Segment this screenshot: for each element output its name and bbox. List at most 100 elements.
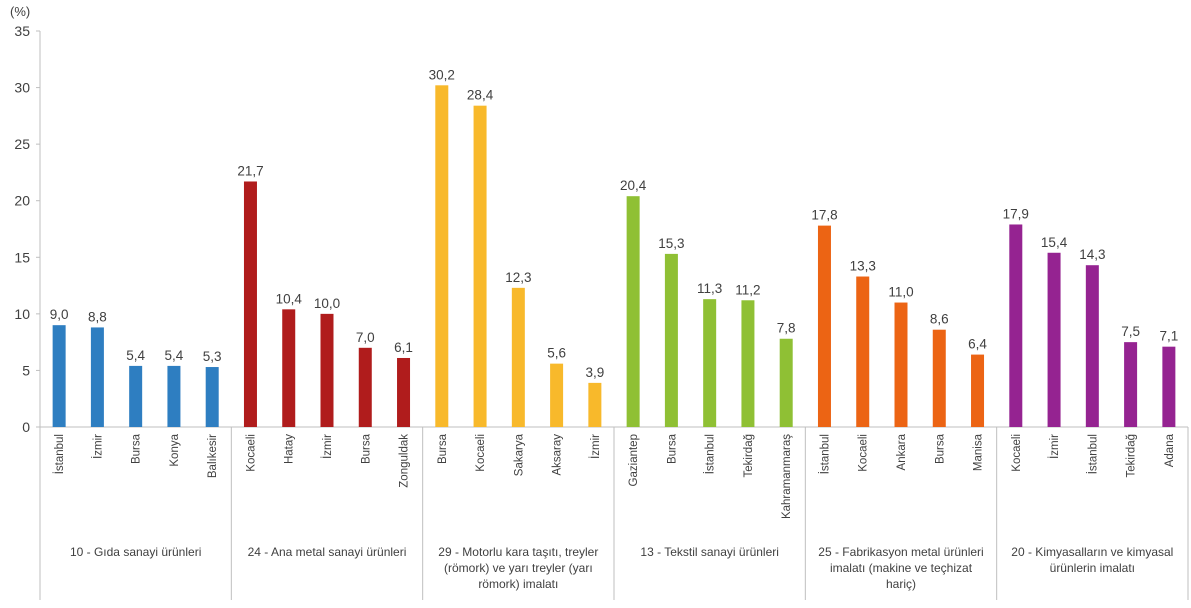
group-label: imalatı (makine ve teçhizat xyxy=(830,561,973,575)
bar xyxy=(664,253,678,427)
y-tick-label: 30 xyxy=(14,80,30,96)
category-label: Aksaray xyxy=(552,434,564,476)
data-label: 7,0 xyxy=(356,330,375,345)
category-label: Adana xyxy=(1164,433,1176,467)
y-tick-label: 0 xyxy=(22,419,30,435)
data-label: 5,3 xyxy=(203,349,222,364)
bar xyxy=(971,354,985,427)
data-label: 10,0 xyxy=(314,296,340,311)
group-label: 25 - Fabrikasyon metal ürünleri xyxy=(818,545,983,559)
category-label: Konya xyxy=(169,433,181,466)
data-label: 15,4 xyxy=(1041,235,1068,250)
category-label: Bursa xyxy=(666,433,678,464)
category-label: Kocaeli xyxy=(245,434,257,472)
data-label: 13,3 xyxy=(850,259,876,274)
bar xyxy=(1162,346,1176,427)
data-label: 14,3 xyxy=(1079,247,1105,262)
bar xyxy=(473,105,487,427)
group-label: (römork) ve yarı treyler (yarı xyxy=(444,561,593,575)
category-label: Gaziantep xyxy=(628,434,640,486)
bar xyxy=(167,365,181,427)
bar xyxy=(856,276,870,427)
y-tick-label: 5 xyxy=(22,362,30,378)
y-tick-label: 15 xyxy=(14,249,30,265)
category-label: İstanbul xyxy=(704,434,717,474)
category-label: Bursa xyxy=(437,433,449,464)
category-label: İzmir xyxy=(91,434,104,459)
group-label: 24 - Ana metal sanayi ürünleri xyxy=(248,545,407,559)
bar xyxy=(90,327,104,427)
bar xyxy=(703,299,717,427)
data-label: 10,4 xyxy=(276,291,303,306)
data-label: 7,1 xyxy=(1159,329,1178,344)
group-label: ürünlerin imalatı xyxy=(1050,561,1135,575)
bar xyxy=(397,357,411,427)
data-label: 8,6 xyxy=(930,312,949,327)
group-label: 10 - Gıda sanayi ürünleri xyxy=(70,545,201,559)
bar xyxy=(741,300,755,427)
y-tick-label: 35 xyxy=(14,23,30,39)
y-axis-unit-label: (%) xyxy=(10,4,30,19)
bar xyxy=(779,338,793,427)
data-label: 7,5 xyxy=(1121,324,1140,339)
bar xyxy=(932,329,946,427)
data-label: 17,8 xyxy=(811,208,837,223)
category-label: Bursa xyxy=(360,433,372,464)
bar xyxy=(243,181,257,427)
category-label: Hatay xyxy=(284,434,296,464)
bar xyxy=(1124,342,1138,427)
data-label: 17,9 xyxy=(1003,206,1029,221)
data-label: 3,9 xyxy=(585,365,604,380)
bar xyxy=(626,196,640,427)
bar xyxy=(1047,252,1061,427)
category-label: Sakarya xyxy=(513,433,525,476)
category-label: İzmir xyxy=(589,434,602,459)
data-label: 11,3 xyxy=(697,281,722,296)
data-label: 20,4 xyxy=(620,178,647,193)
category-label: Tekirdağ xyxy=(1126,434,1138,477)
bar xyxy=(1009,224,1023,427)
bar xyxy=(817,225,831,427)
category-label: Kocaeli xyxy=(475,434,487,472)
category-label: İzmir xyxy=(321,434,334,459)
category-label: Manisa xyxy=(973,433,985,471)
bar xyxy=(358,347,372,427)
category-label: İstanbul xyxy=(1086,434,1099,474)
category-label: Bursa xyxy=(934,433,946,464)
category-label: Ankara xyxy=(896,433,908,470)
category-label: Zonguldak xyxy=(399,434,411,488)
data-label: 30,2 xyxy=(429,67,455,82)
data-label: 11,2 xyxy=(735,282,760,297)
data-label: 5,6 xyxy=(547,346,566,361)
data-label: 9,0 xyxy=(50,307,69,322)
category-label: Bursa xyxy=(131,433,143,464)
y-tick-label: 20 xyxy=(14,193,30,209)
data-label: 11,0 xyxy=(888,285,913,300)
bar xyxy=(1085,265,1099,427)
bar xyxy=(320,313,334,427)
data-label: 6,1 xyxy=(394,340,413,355)
bar xyxy=(435,85,449,428)
category-label: Balıkesir xyxy=(207,434,219,478)
data-label: 7,8 xyxy=(777,321,796,336)
bar xyxy=(894,302,908,427)
bar xyxy=(129,365,143,427)
bar xyxy=(550,363,564,427)
y-tick-label: 25 xyxy=(14,136,30,152)
category-label: Tekirdağ xyxy=(743,434,755,477)
data-label: 12,3 xyxy=(505,270,531,285)
data-label: 8,8 xyxy=(88,309,107,324)
bar xyxy=(511,287,525,427)
category-label: İstanbul xyxy=(53,434,66,474)
group-label: römork) imalatı xyxy=(478,577,558,591)
group-label: hariç) xyxy=(886,577,916,591)
data-label: 5,4 xyxy=(126,348,145,363)
category-label: İstanbul xyxy=(818,434,831,474)
data-label: 5,4 xyxy=(165,348,184,363)
data-label: 21,7 xyxy=(237,163,263,178)
data-label: 28,4 xyxy=(467,88,494,103)
category-label: Kocaeli xyxy=(858,434,870,472)
group-label: 20 - Kimyasalların ve kimyasal xyxy=(1011,545,1173,559)
